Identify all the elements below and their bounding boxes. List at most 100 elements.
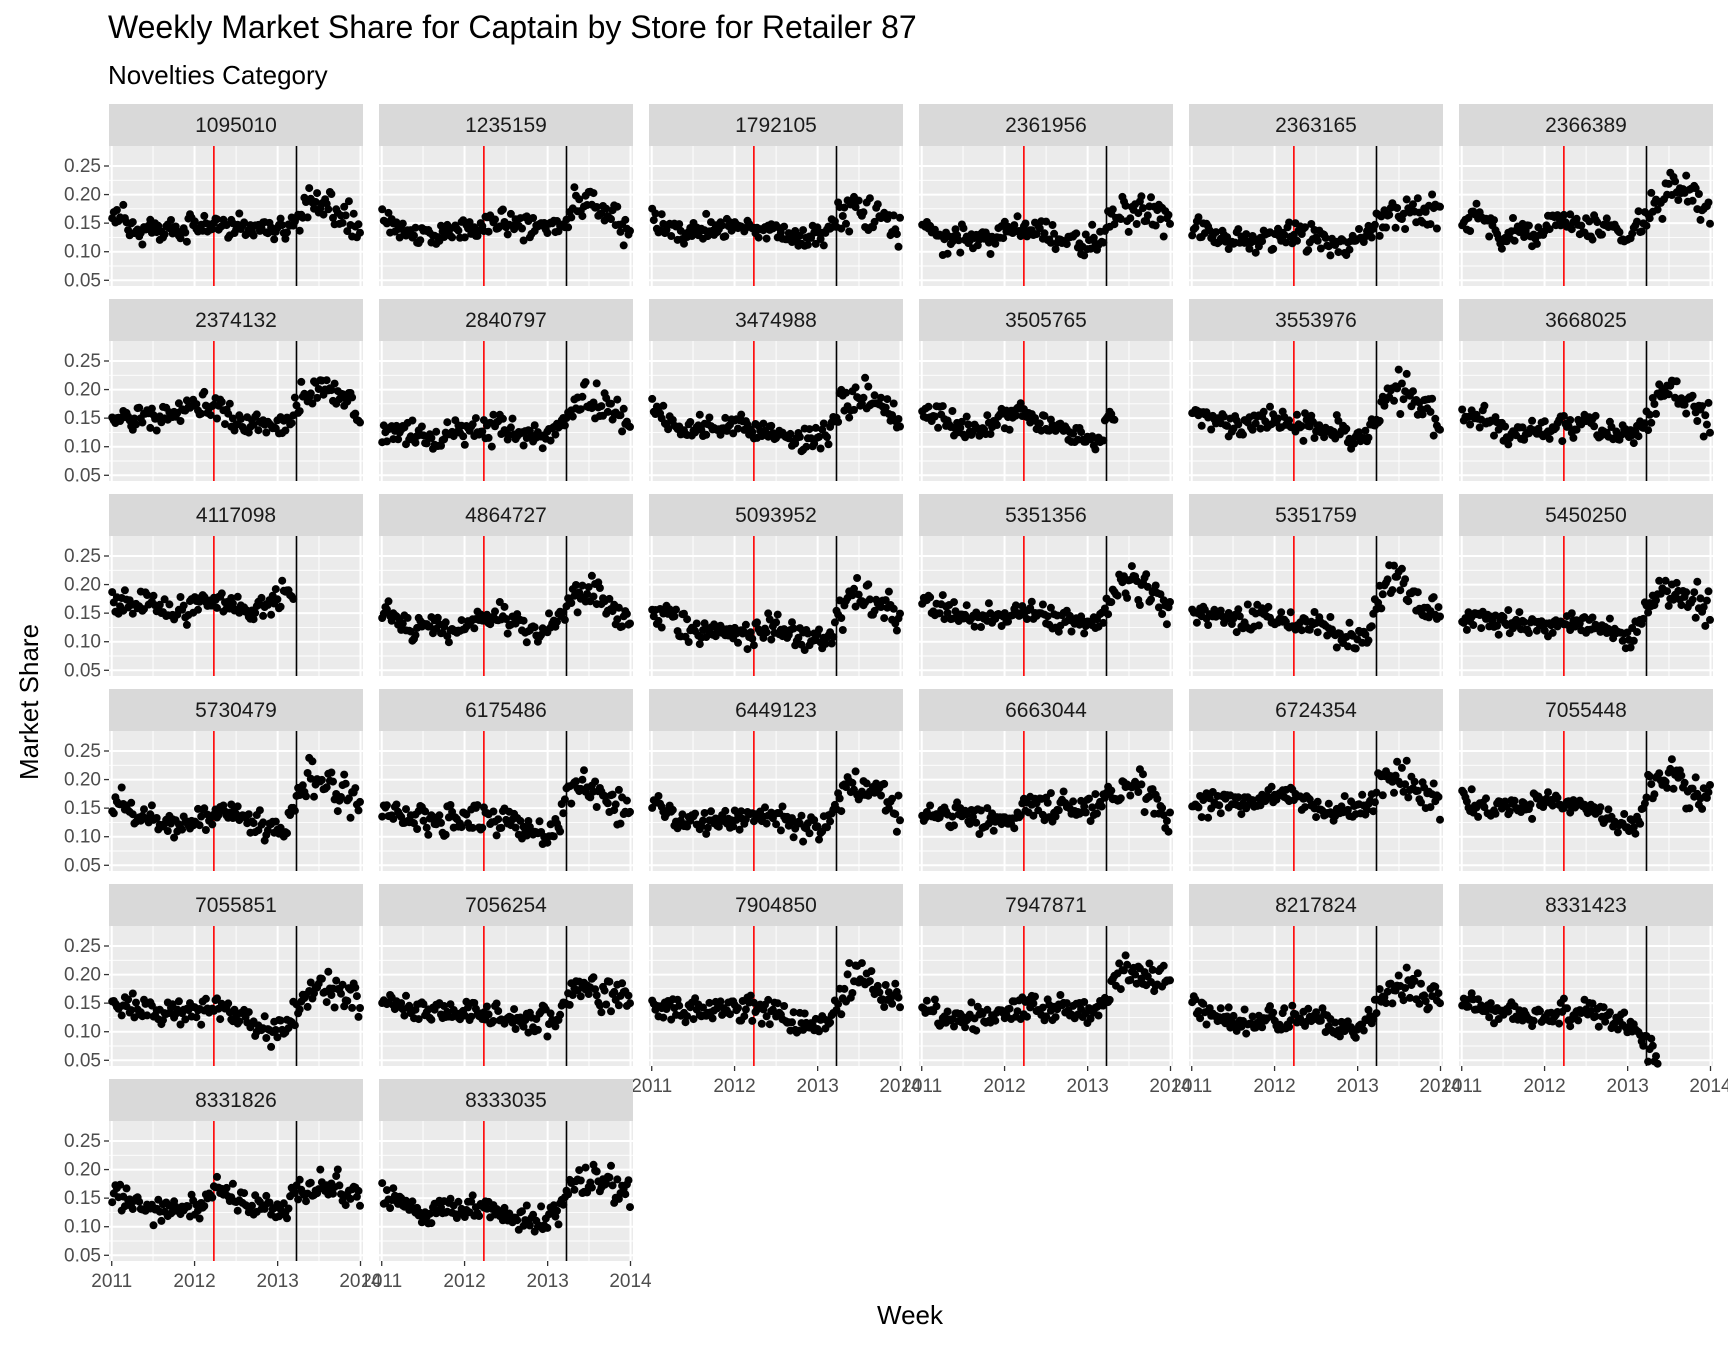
- data-point: [150, 592, 158, 600]
- facet-strip-label: 5450250: [1545, 504, 1627, 527]
- data-point: [305, 184, 313, 192]
- data-point: [758, 1020, 766, 1028]
- data-point: [1533, 240, 1541, 248]
- data-point: [734, 1004, 742, 1012]
- data-point: [880, 1003, 888, 1011]
- data-point: [837, 614, 845, 622]
- data-point: [509, 415, 517, 423]
- x-tick-label: 2013: [797, 1076, 839, 1097]
- data-point: [761, 803, 769, 811]
- data-point: [1644, 426, 1652, 434]
- data-point: [218, 589, 226, 597]
- data-point: [1541, 417, 1549, 425]
- data-point: [489, 808, 497, 816]
- facet-panel-5450250: 5450250: [1458, 494, 1714, 676]
- data-point: [1006, 1005, 1014, 1013]
- data-point: [488, 443, 496, 451]
- data-point: [845, 228, 853, 236]
- data-point: [618, 427, 626, 435]
- data-point: [1671, 177, 1679, 185]
- data-point: [891, 980, 899, 988]
- data-point: [399, 220, 407, 228]
- data-point: [860, 394, 868, 402]
- data-point: [1706, 781, 1714, 789]
- data-point: [226, 400, 234, 408]
- data-point: [1384, 575, 1392, 583]
- data-point: [790, 833, 798, 841]
- data-point: [1293, 237, 1301, 245]
- data-point: [523, 638, 531, 646]
- data-point: [216, 1015, 224, 1023]
- data-point: [826, 1019, 834, 1027]
- data-point: [956, 249, 964, 257]
- data-point: [308, 757, 316, 765]
- data-point: [621, 216, 629, 224]
- data-point: [556, 828, 564, 836]
- data-point: [1592, 412, 1600, 420]
- data-point: [267, 611, 275, 619]
- data-point: [1341, 792, 1349, 800]
- data-point: [950, 821, 958, 829]
- data-point: [960, 224, 968, 232]
- data-point: [1158, 804, 1166, 812]
- data-point: [1056, 991, 1064, 999]
- data-point: [1509, 214, 1517, 222]
- data-point: [1589, 614, 1597, 622]
- data-point: [327, 190, 335, 198]
- data-point: [127, 799, 135, 807]
- data-point: [1382, 224, 1390, 232]
- data-point: [1022, 220, 1030, 228]
- data-point: [1311, 434, 1319, 442]
- data-point: [459, 432, 467, 440]
- data-point: [669, 806, 677, 814]
- data-point: [1082, 809, 1090, 817]
- data-point: [138, 241, 146, 249]
- data-point: [1433, 225, 1441, 233]
- data-point: [1549, 629, 1557, 637]
- data-point: [590, 593, 598, 601]
- data-point: [1616, 228, 1624, 236]
- data-point: [626, 808, 634, 816]
- data-point: [1390, 789, 1398, 797]
- data-point: [345, 197, 353, 205]
- data-point: [763, 628, 771, 636]
- data-point: [615, 786, 623, 794]
- data-point: [1428, 395, 1436, 403]
- data-point: [686, 418, 694, 426]
- facet-strip-label: 3505765: [1005, 309, 1087, 332]
- data-point: [675, 1002, 683, 1010]
- data-point: [1428, 191, 1436, 199]
- data-point: [1692, 773, 1700, 781]
- facet-strip-label: 5730479: [195, 699, 277, 722]
- data-point: [1193, 619, 1201, 627]
- data-point: [1411, 778, 1419, 786]
- data-point: [1682, 588, 1690, 596]
- data-point: [618, 979, 626, 987]
- data-point: [1141, 808, 1149, 816]
- data-point: [1126, 792, 1134, 800]
- data-point: [1577, 222, 1585, 230]
- data-point: [1480, 402, 1488, 410]
- data-point: [597, 402, 605, 410]
- data-point: [659, 1014, 667, 1022]
- data-point: [1044, 799, 1052, 807]
- data-point: [860, 208, 868, 216]
- data-point: [1152, 222, 1160, 230]
- data-point: [1705, 399, 1713, 407]
- data-point: [780, 223, 788, 231]
- data-point: [882, 981, 890, 989]
- data-point: [1705, 199, 1713, 207]
- data-point: [963, 413, 971, 421]
- data-point: [799, 838, 807, 846]
- data-point: [1239, 431, 1247, 439]
- data-point: [926, 593, 934, 601]
- data-point: [866, 194, 874, 202]
- data-point: [1049, 221, 1057, 229]
- data-point: [1511, 237, 1519, 245]
- data-point: [470, 624, 478, 632]
- data-point: [1689, 197, 1697, 205]
- data-point: [1650, 790, 1658, 798]
- data-point: [578, 212, 586, 220]
